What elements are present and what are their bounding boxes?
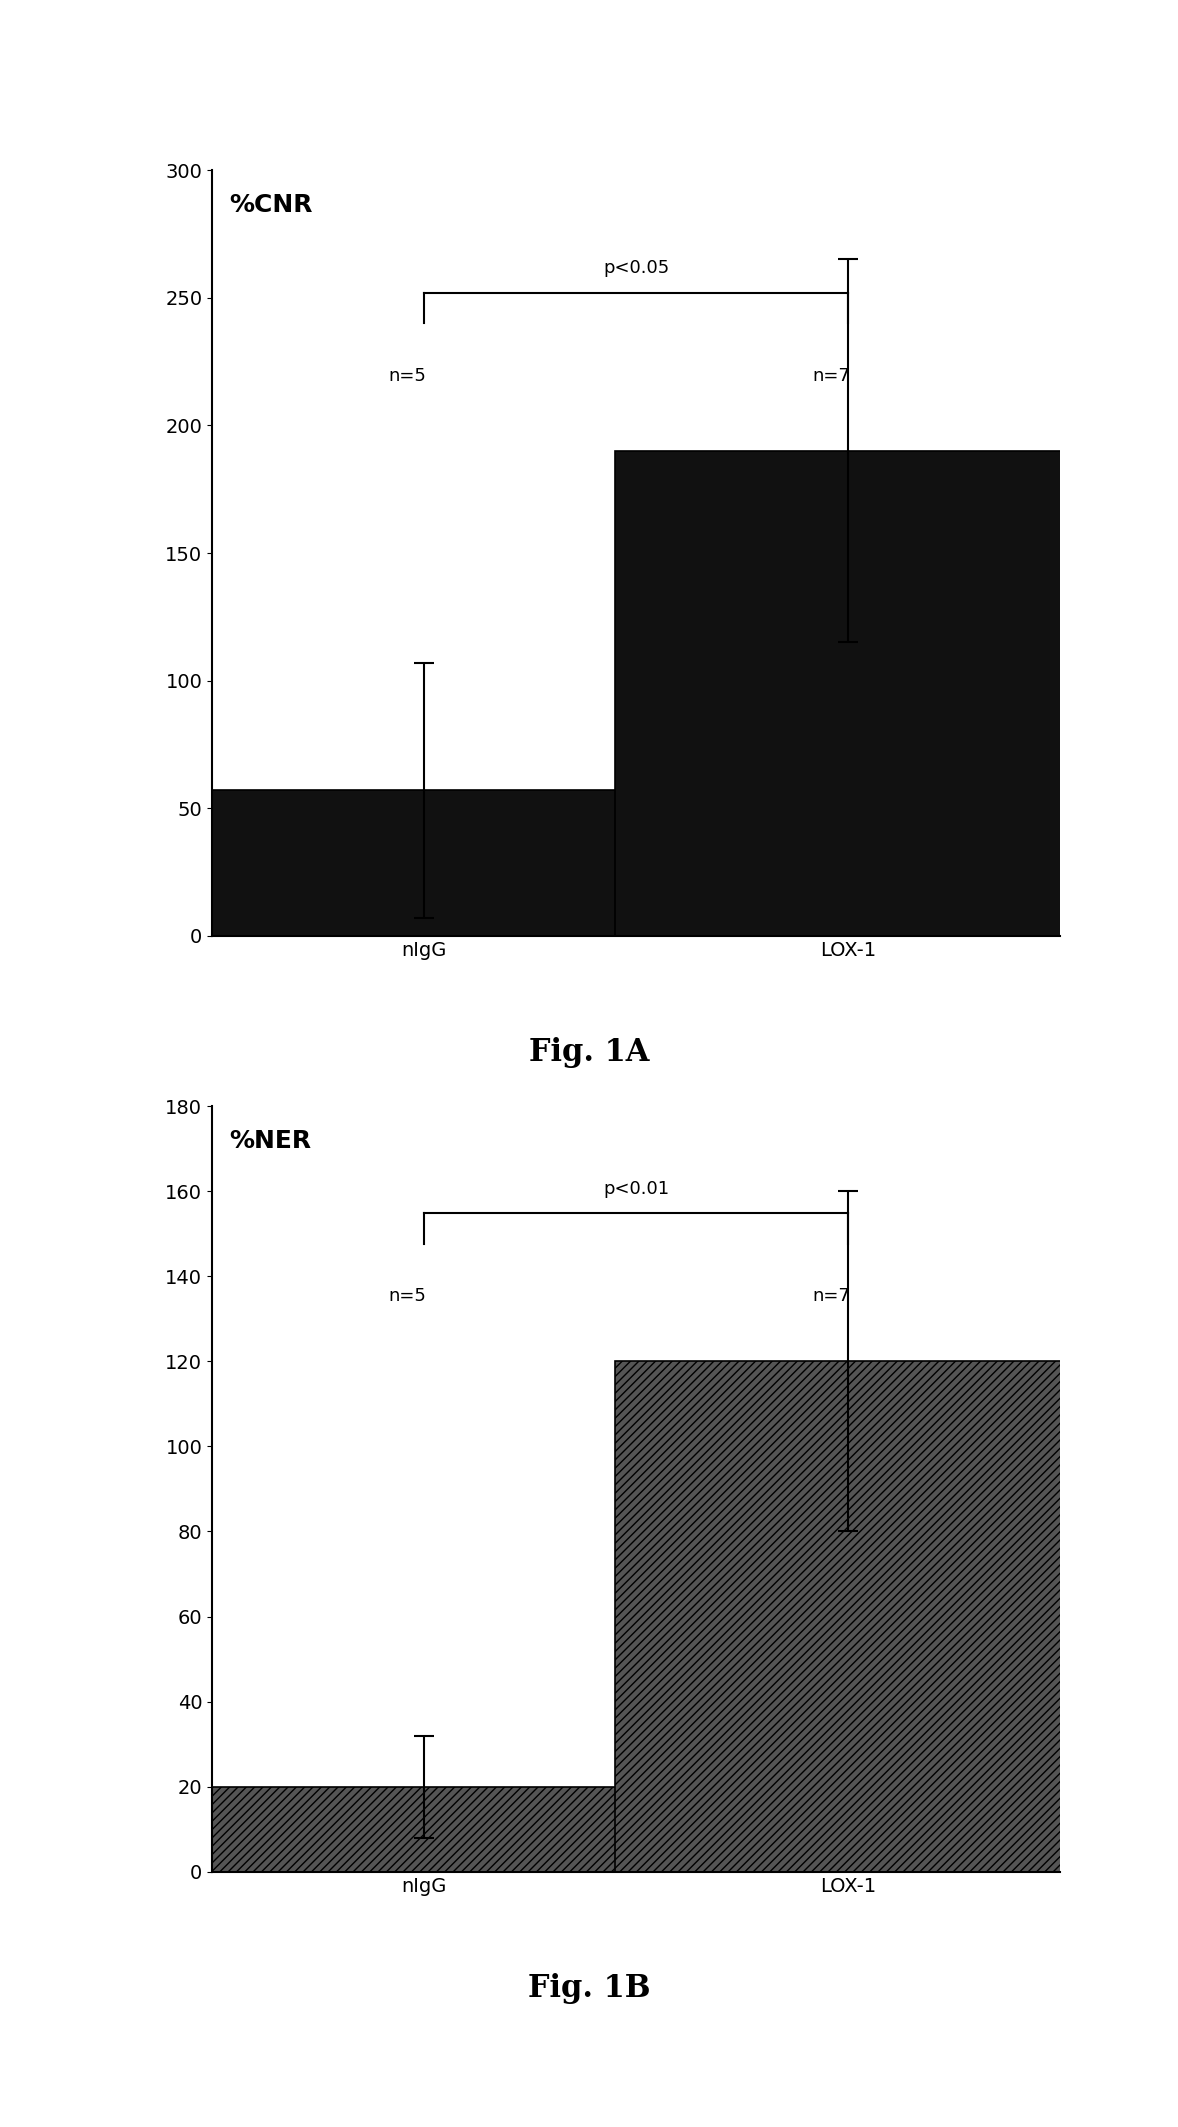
Bar [191, 791, 657, 936]
Bar [191, 1787, 657, 1872]
Text: n=7: n=7 [813, 1287, 851, 1306]
Text: Fig. 1B: Fig. 1B [528, 1974, 650, 2004]
Text: %NER: %NER [229, 1129, 311, 1153]
Text: n=7: n=7 [813, 366, 851, 385]
Text: n=5: n=5 [389, 366, 426, 385]
Text: Fig. 1A: Fig. 1A [529, 1038, 649, 1068]
Text: n=5: n=5 [389, 1287, 426, 1306]
Bar [615, 451, 1081, 936]
Bar [615, 1361, 1081, 1872]
Text: p<0.01: p<0.01 [603, 1180, 669, 1198]
Text: %CNR: %CNR [229, 194, 312, 217]
Text: p<0.05: p<0.05 [603, 259, 669, 277]
